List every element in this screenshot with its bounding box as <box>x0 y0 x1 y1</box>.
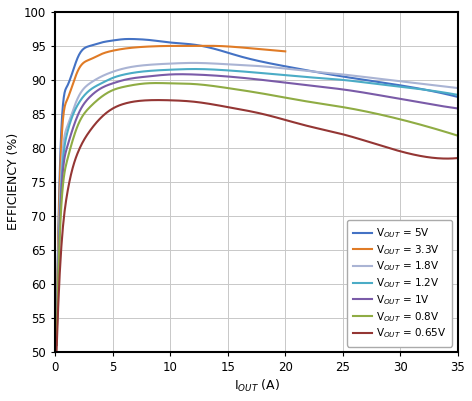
V$_{OUT}$ = 0.65V <box>446 156 452 161</box>
V$_{OUT}$ = 0.8V <box>153 81 159 85</box>
V$_{OUT}$ = 0.8V <box>54 342 59 347</box>
Y-axis label: EFFICIENCY (%): EFFICIENCY (%) <box>7 133 20 231</box>
V$_{OUT}$ = 1.8V <box>293 67 299 72</box>
V$_{OUT}$ = 0.65V <box>155 98 160 103</box>
V$_{OUT}$ = 1.8V <box>245 63 251 68</box>
V$_{OUT}$ = 1.2V <box>191 67 197 71</box>
Legend: V$_{OUT}$ = 5V, V$_{OUT}$ = 3.3V, V$_{OUT}$ = 1.8V, V$_{OUT}$ = 1.2V, V$_{OUT}$ : V$_{OUT}$ = 5V, V$_{OUT}$ = 3.3V, V$_{OU… <box>346 220 453 346</box>
V$_{OUT}$ = 0.8V <box>247 89 253 94</box>
Line: V$_{OUT}$ = 1V: V$_{OUT}$ = 1V <box>57 74 458 345</box>
Line: V$_{OUT}$ = 0.65V: V$_{OUT}$ = 0.65V <box>57 100 458 352</box>
V$_{OUT}$ = 5V <box>271 62 277 67</box>
V$_{OUT}$ = 5V <box>383 81 389 85</box>
V$_{OUT}$ = 0.65V <box>293 121 299 126</box>
V$_{OUT}$ = 3.3V <box>162 44 168 49</box>
V$_{OUT}$ = 5V <box>247 57 253 61</box>
V$_{OUT}$ = 3.3V <box>54 336 59 340</box>
V$_{OUT}$ = 1V <box>383 94 389 99</box>
V$_{OUT}$ = 0.8V <box>245 89 251 93</box>
V$_{OUT}$ = 1.2V <box>293 74 299 79</box>
V$_{OUT}$ = 1V <box>446 105 452 109</box>
V$_{OUT}$ = 0.8V <box>446 130 452 135</box>
V$_{OUT}$ = 1V <box>455 106 461 111</box>
V$_{OUT}$ = 1.2V <box>446 91 452 96</box>
V$_{OUT}$ = 1.8V <box>383 77 389 82</box>
V$_{OUT}$ = 0.8V <box>271 93 277 98</box>
Line: V$_{OUT}$ = 3.3V: V$_{OUT}$ = 3.3V <box>57 46 285 338</box>
V$_{OUT}$ = 5V <box>293 66 299 71</box>
V$_{OUT}$ = 3.3V <box>164 44 169 49</box>
V$_{OUT}$ = 3.3V <box>177 43 183 48</box>
V$_{OUT}$ = 1V <box>247 76 253 81</box>
V$_{OUT}$ = 1V <box>178 72 184 77</box>
V$_{OUT}$ = 5V <box>245 56 251 61</box>
V$_{OUT}$ = 5V <box>455 95 461 99</box>
Line: V$_{OUT}$ = 0.8V: V$_{OUT}$ = 0.8V <box>57 83 458 345</box>
V$_{OUT}$ = 1V <box>54 342 59 347</box>
V$_{OUT}$ = 0.65V <box>247 109 253 114</box>
X-axis label: I$_{OUT}$ (A): I$_{OUT}$ (A) <box>234 378 279 394</box>
V$_{OUT}$ = 1.2V <box>455 93 461 97</box>
V$_{OUT}$ = 1.2V <box>247 70 253 75</box>
V$_{OUT}$ = 5V <box>446 92 452 97</box>
V$_{OUT}$ = 0.8V <box>455 133 461 138</box>
V$_{OUT}$ = 5V <box>127 36 133 41</box>
V$_{OUT}$ = 0.65V <box>245 108 251 113</box>
V$_{OUT}$ = 1.8V <box>271 65 277 70</box>
V$_{OUT}$ = 3.3V <box>278 49 283 53</box>
V$_{OUT}$ = 1.8V <box>446 85 452 89</box>
V$_{OUT}$ = 3.3V <box>190 44 195 49</box>
V$_{OUT}$ = 3.3V <box>205 43 211 48</box>
V$_{OUT}$ = 0.8V <box>293 97 299 102</box>
V$_{OUT}$ = 1.8V <box>54 342 59 347</box>
V$_{OUT}$ = 1V <box>245 76 251 81</box>
V$_{OUT}$ = 0.65V <box>455 156 461 160</box>
V$_{OUT}$ = 1.2V <box>271 72 277 77</box>
V$_{OUT}$ = 1.8V <box>455 86 461 91</box>
V$_{OUT}$ = 1.2V <box>245 69 251 74</box>
V$_{OUT}$ = 5V <box>54 336 59 340</box>
V$_{OUT}$ = 0.65V <box>54 349 59 354</box>
V$_{OUT}$ = 1.8V <box>190 61 196 65</box>
V$_{OUT}$ = 0.8V <box>383 113 389 118</box>
Line: V$_{OUT}$ = 1.2V: V$_{OUT}$ = 1.2V <box>57 69 458 345</box>
V$_{OUT}$ = 1.2V <box>54 342 59 347</box>
V$_{OUT}$ = 0.65V <box>271 115 277 119</box>
V$_{OUT}$ = 1.8V <box>247 63 253 68</box>
V$_{OUT}$ = 3.3V <box>242 45 247 50</box>
V$_{OUT}$ = 0.65V <box>383 145 389 150</box>
V$_{OUT}$ = 1V <box>293 81 299 86</box>
V$_{OUT}$ = 1.2V <box>383 83 389 87</box>
Line: V$_{OUT}$ = 1.8V: V$_{OUT}$ = 1.8V <box>57 63 458 345</box>
V$_{OUT}$ = 1V <box>271 79 277 84</box>
Line: V$_{OUT}$ = 5V: V$_{OUT}$ = 5V <box>57 39 458 338</box>
V$_{OUT}$ = 3.3V <box>282 49 288 54</box>
